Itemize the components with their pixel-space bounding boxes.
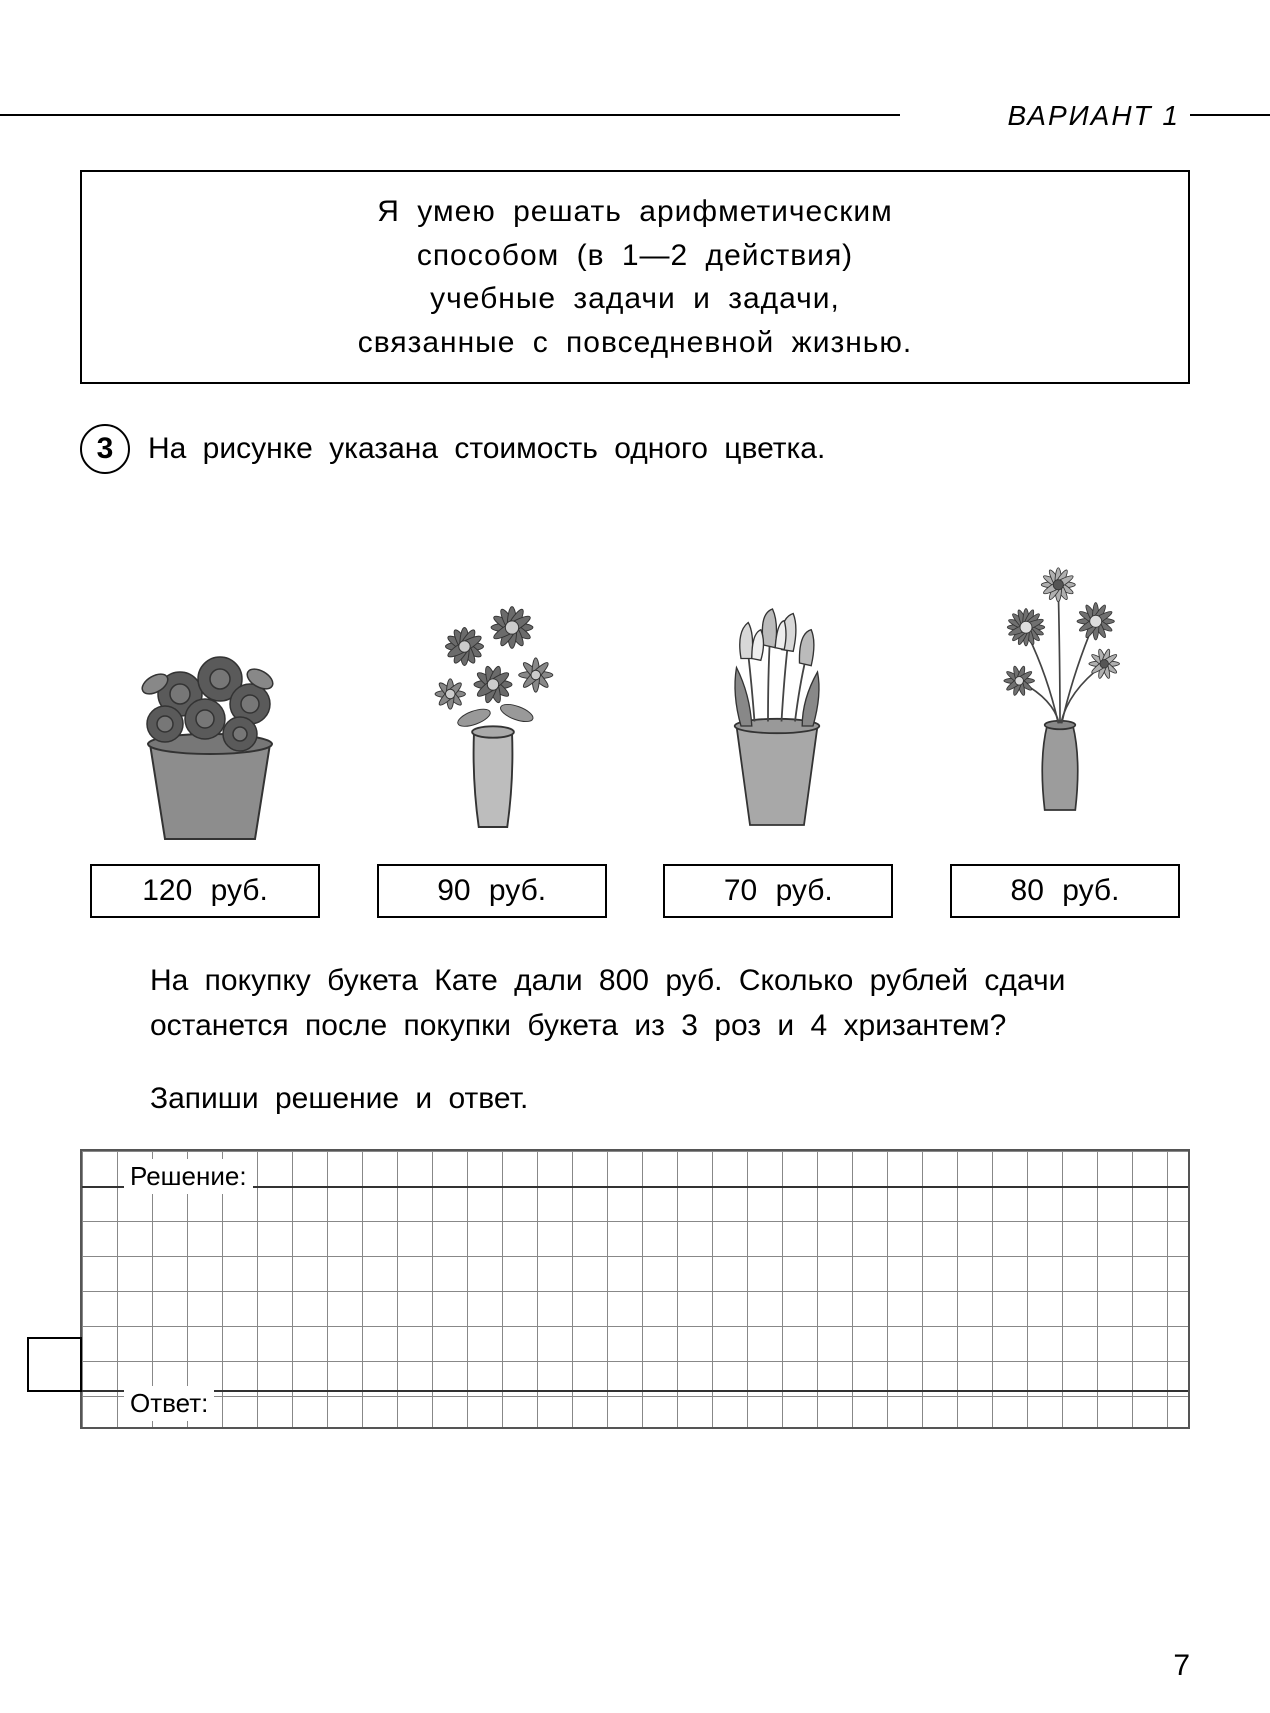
problem-paragraph: На покупку букета Кате дали 800 руб. Ско… xyxy=(150,958,1190,1048)
grid-divider-bottom xyxy=(82,1390,1188,1392)
task-intro-text: На рисунке указана стоимость одного цвет… xyxy=(148,432,825,466)
answer-grid[interactable]: Решение: Ответ: xyxy=(80,1149,1190,1429)
skill-line: способом (в 1—2 действия) xyxy=(112,234,1158,278)
skill-line: связанные с повседневной жизнью. xyxy=(112,321,1158,365)
asters-icon xyxy=(398,544,588,844)
price-asters: 90 руб. xyxy=(377,864,607,918)
task-header: 3 На рисунке указана стоимость одного цв… xyxy=(80,424,1190,474)
answer-label: Ответ: xyxy=(124,1386,214,1421)
price-chrysanthemums: 80 руб. xyxy=(950,864,1180,918)
header-line-left xyxy=(0,114,900,116)
skill-line: учебные задачи и задачи, xyxy=(112,277,1158,321)
flowers-illustration-row xyxy=(90,504,1180,844)
skill-line: Я умею решать арифметическим xyxy=(112,190,1158,234)
tulips-icon xyxy=(687,554,867,844)
flower-asters xyxy=(373,504,613,844)
chrysanthemums-icon xyxy=(975,504,1145,844)
header-rule: ВАРИАНТ 1 xyxy=(80,100,1190,130)
variant-label: ВАРИАНТ 1 xyxy=(1008,100,1180,132)
prices-row: 120 руб. 90 руб. 70 руб. 80 руб. xyxy=(90,864,1180,918)
header-line-right xyxy=(1190,114,1270,116)
page-number: 7 xyxy=(1173,1649,1190,1683)
roses-icon xyxy=(110,584,310,844)
price-roses: 120 руб. xyxy=(90,864,320,918)
price-tulips: 70 руб. xyxy=(663,864,893,918)
skill-statement-box: Я умею решать арифметическим способом (в… xyxy=(80,170,1190,384)
flower-roses xyxy=(90,504,330,844)
solution-label: Решение: xyxy=(124,1159,253,1194)
task-number-badge: 3 xyxy=(80,424,130,474)
answer-grid-wrap: Решение: Ответ: xyxy=(80,1149,1190,1429)
instruction-paragraph: Запиши решение и ответ. xyxy=(150,1076,1190,1121)
score-box[interactable] xyxy=(27,1337,82,1392)
worksheet-page: ВАРИАНТ 1 Я умею решать арифметическим с… xyxy=(0,0,1270,1713)
flower-tulips xyxy=(657,504,897,844)
flower-chrysanthemums xyxy=(940,504,1180,844)
